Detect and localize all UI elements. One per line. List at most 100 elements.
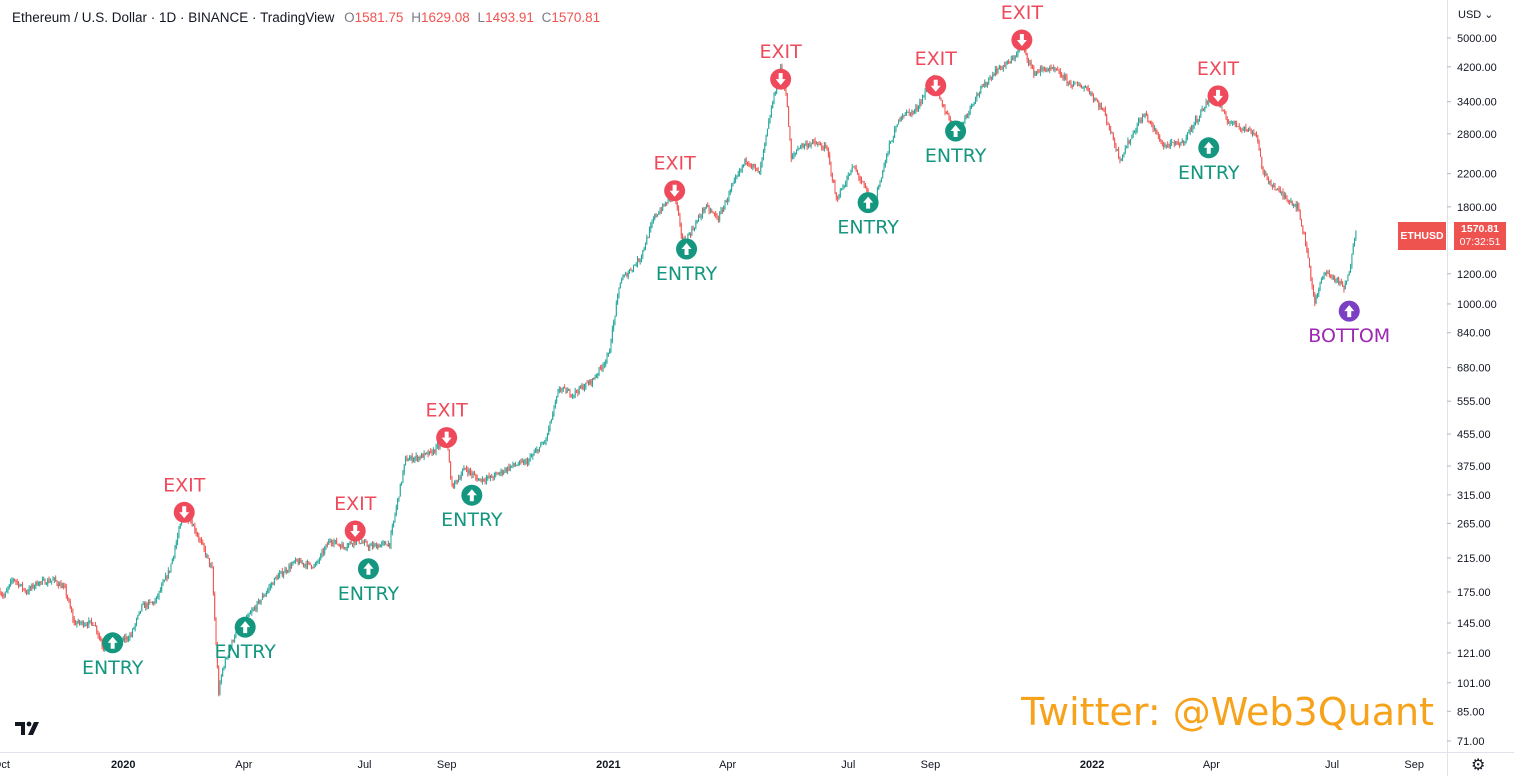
candle-body <box>1101 105 1102 109</box>
candle-body <box>410 456 411 458</box>
candle-body <box>919 102 920 107</box>
candle-body <box>850 170 851 175</box>
price-tick-label: 1800.00 <box>1457 202 1497 214</box>
candle-body <box>516 465 517 466</box>
candle-body <box>660 210 661 213</box>
exit-marker: EXIT <box>426 400 469 449</box>
candle-body <box>612 329 613 342</box>
gear-icon[interactable]: ⚙ <box>1471 755 1485 775</box>
currency-selector[interactable]: USD ⌄ <box>1458 8 1494 21</box>
candle-body <box>205 549 206 555</box>
candle-body <box>1142 116 1143 122</box>
candle-body <box>319 559 320 561</box>
candle-body <box>705 207 706 210</box>
candle-body <box>79 620 80 623</box>
candle-body <box>11 581 12 582</box>
candle-body <box>39 582 40 585</box>
candle-body <box>1049 67 1050 70</box>
candle-body <box>626 273 627 276</box>
candle-body <box>888 151 889 154</box>
candle-body <box>1130 139 1131 142</box>
exit-marker: EXIT <box>1197 58 1240 107</box>
time-axis[interactable]: Oct2020AprJulSep2021AprJulSep2022AprJulS… <box>0 759 1424 771</box>
candle-body <box>1017 50 1018 55</box>
candle-body <box>502 470 503 473</box>
candle-body <box>890 142 891 144</box>
candle-body <box>452 478 453 484</box>
candle-body <box>1113 133 1114 140</box>
candle-body <box>1086 87 1087 88</box>
candle-body <box>147 603 148 606</box>
candle-body <box>8 588 9 590</box>
candle-body <box>1277 189 1278 190</box>
candle-body <box>787 93 788 107</box>
candle-body <box>538 449 539 451</box>
candle-body <box>583 386 584 390</box>
entry-label: ENTRY <box>82 657 144 679</box>
candle-body <box>819 144 820 145</box>
candle-body <box>1035 73 1036 76</box>
candle-body <box>397 499 398 507</box>
candle-body <box>759 171 760 172</box>
price-tick-label: 85.00 <box>1457 706 1485 718</box>
candle-body <box>35 582 36 586</box>
candle-body <box>750 165 751 166</box>
candle-body <box>425 453 426 454</box>
candle-body <box>559 389 560 391</box>
candle-body <box>820 144 821 145</box>
candle-body <box>192 521 193 526</box>
candle-body <box>1031 63 1032 66</box>
exit-label: EXIT <box>1197 58 1240 80</box>
candle-body <box>963 122 964 123</box>
candle-body <box>54 578 55 580</box>
candle-body <box>193 525 194 526</box>
candle-body <box>153 602 154 604</box>
candle-body <box>401 482 402 484</box>
candle-body <box>1080 85 1081 87</box>
candle-body <box>581 386 582 388</box>
candle-body <box>641 256 642 260</box>
candle-body <box>1345 283 1346 289</box>
candle-body <box>972 104 973 105</box>
candle-body <box>5 592 6 596</box>
candle-body <box>597 374 598 375</box>
price-axis[interactable]: 5000.004200.003400.002800.002200.001800.… <box>1447 33 1497 748</box>
candle-body <box>791 141 792 159</box>
candle-body <box>842 187 843 190</box>
price-tick-label: 375.00 <box>1457 461 1491 473</box>
time-tick-label: 2022 <box>1080 759 1104 771</box>
symbol-title[interactable]: Ethereum / U.S. Dollar · 1D · BINANCE · … <box>12 10 334 25</box>
candle-body <box>1244 127 1245 129</box>
candle-body <box>628 273 629 277</box>
candle-body <box>70 601 71 607</box>
candle-body <box>795 153 796 155</box>
candle-body <box>86 625 87 626</box>
candle-body <box>792 156 793 159</box>
candle-body <box>1138 121 1139 125</box>
candle-body <box>1133 133 1134 136</box>
candle-body <box>1093 95 1094 99</box>
candle-body <box>693 229 694 230</box>
tradingview-logo-icon[interactable] <box>14 718 40 738</box>
candle-body <box>880 180 881 185</box>
candle-body <box>438 445 439 447</box>
candle-body <box>408 460 409 461</box>
candle-body <box>315 565 316 566</box>
candle-body <box>1276 190 1277 191</box>
last-price-value: 1570.81 <box>1454 223 1506 236</box>
candle-body <box>736 176 737 178</box>
candle-body <box>160 590 161 591</box>
candle-body <box>515 465 516 466</box>
candle-body <box>526 460 527 461</box>
candle-body <box>1098 102 1099 107</box>
candle-body <box>877 190 878 196</box>
candle-body <box>1332 275 1333 277</box>
candle-body <box>738 174 739 176</box>
candle-body <box>71 608 72 612</box>
candle-body <box>66 587 67 596</box>
candle-body <box>1061 75 1062 76</box>
candle-body <box>1226 114 1227 120</box>
candle-body <box>636 265 637 266</box>
